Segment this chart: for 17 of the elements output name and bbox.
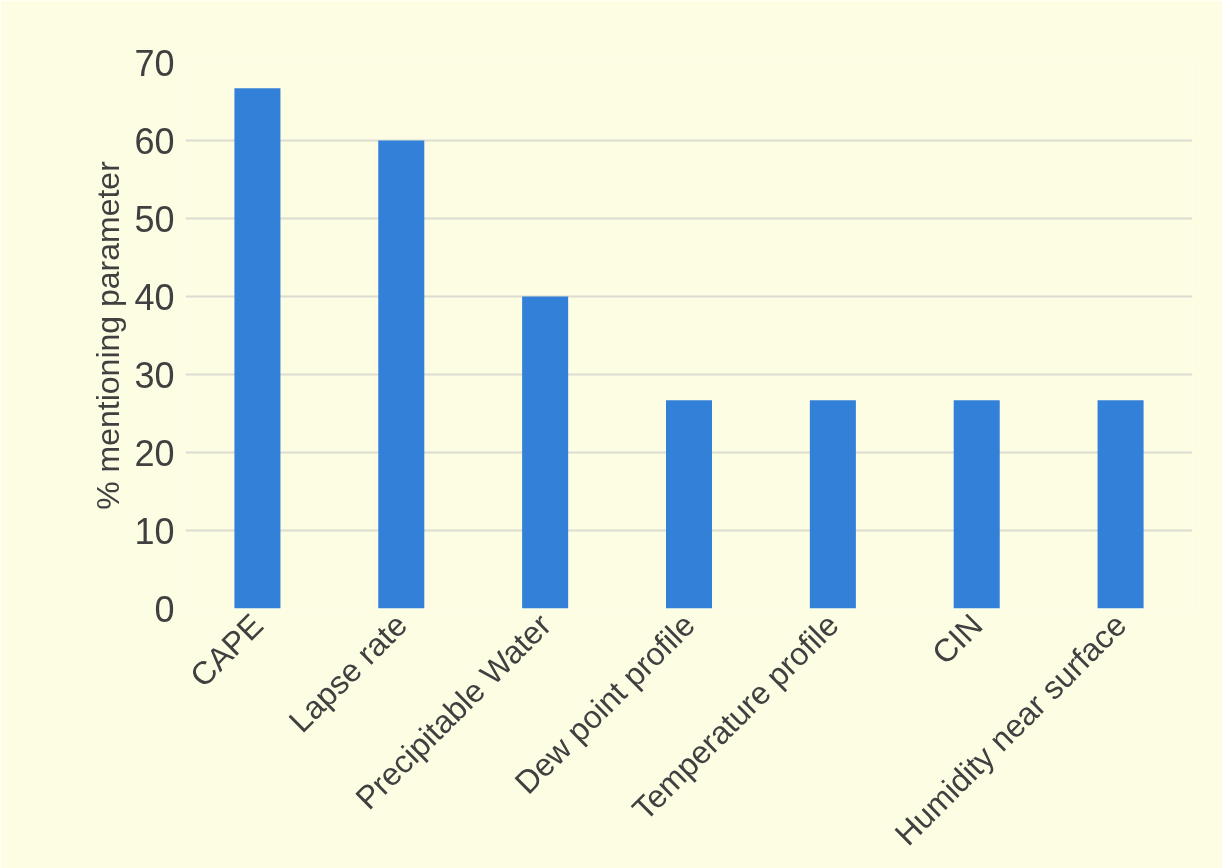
y-tick-label: 10 [134,510,175,552]
bar [1097,400,1144,609]
y-tick-label: 70 [134,42,175,84]
bar [234,88,281,609]
y-tick-label: 0 [154,588,175,630]
y-axis-title: % mentioning parameter [90,160,127,510]
bar [378,140,425,609]
y-tick-label: 50 [134,198,175,240]
x-tick-label: CIN [925,606,990,672]
bar [953,400,1000,609]
y-tick-label: 40 [134,276,175,318]
bar [665,400,713,609]
y-tick-label: 20 [134,432,175,474]
bar [809,400,856,609]
y-tick-label: 60 [134,120,175,162]
bar [522,296,569,609]
y-tick-label: 30 [134,354,175,396]
